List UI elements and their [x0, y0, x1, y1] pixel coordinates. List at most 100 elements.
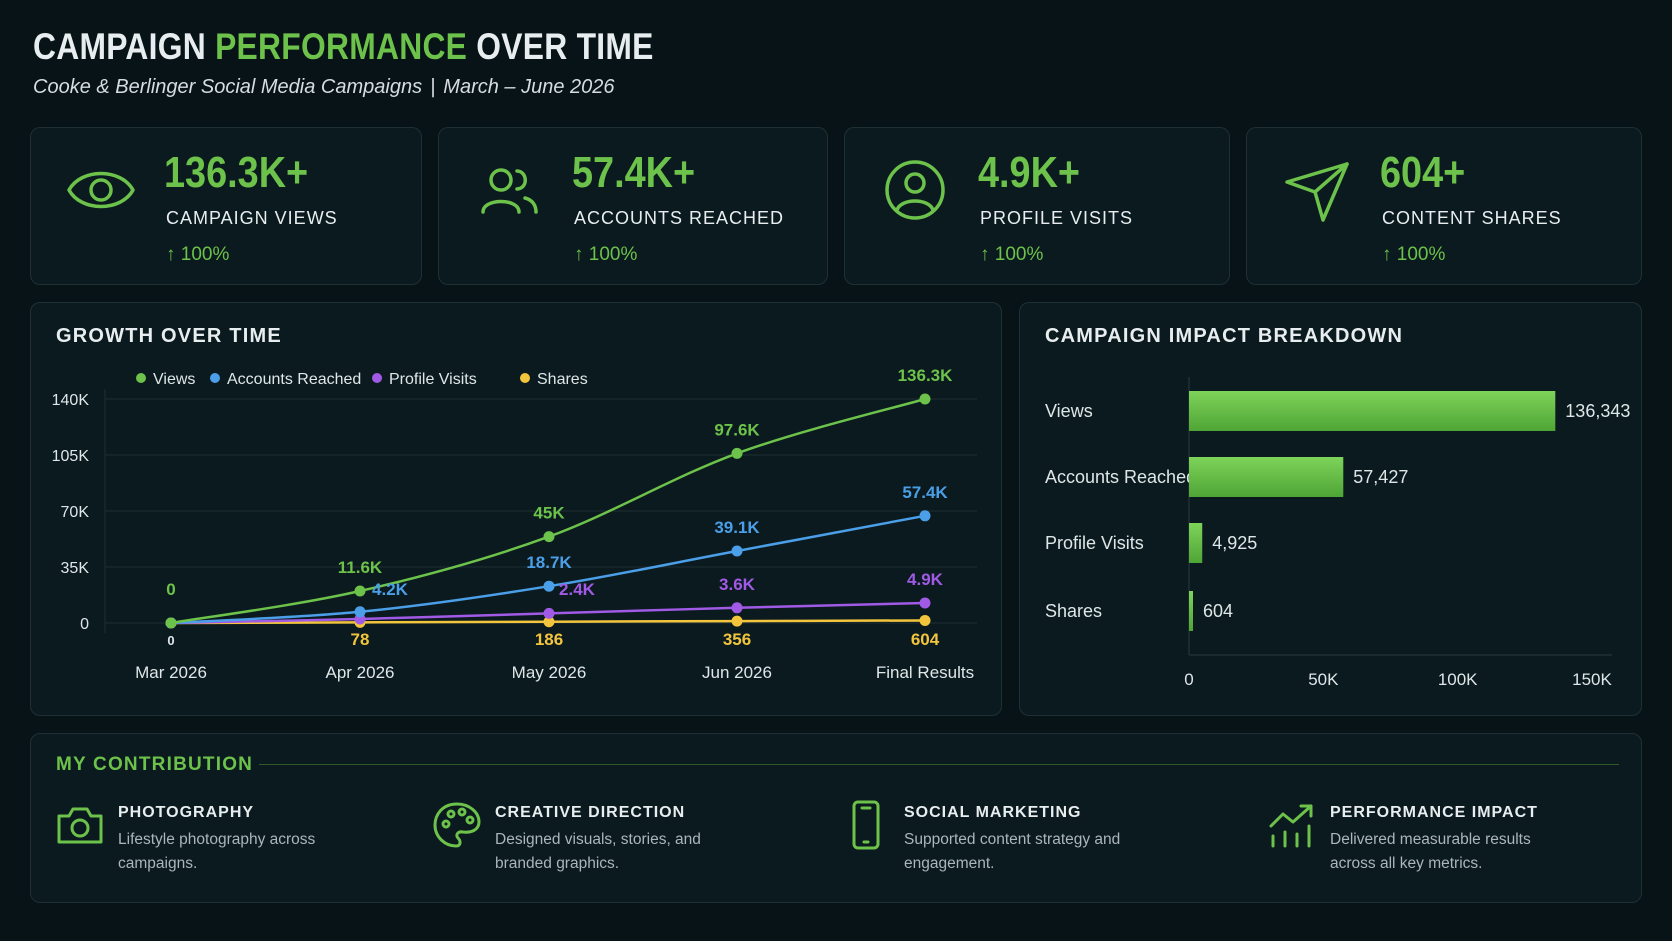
data-point — [543, 531, 555, 543]
data-point — [543, 580, 555, 592]
data-label: 2.4K — [559, 580, 596, 599]
data-label: 4.9K — [907, 570, 944, 589]
contribution-item-title: PHOTOGRAPHY — [118, 804, 255, 821]
x-tick-label: Mar 2026 — [135, 663, 207, 682]
contribution-divider — [259, 764, 1619, 765]
impact-bar-chart: Views 136,343 Accounts Reached 57,427 Profil… — [1045, 377, 1630, 689]
kpi-change: ↑ 100% — [574, 244, 638, 265]
bar — [1189, 523, 1203, 563]
x-tick-label: 150K — [1572, 670, 1612, 689]
chart-growth-icon — [1267, 800, 1317, 850]
category-label: Accounts Reached — [1045, 467, 1196, 487]
y-tick-label: 35K — [61, 560, 90, 577]
data-point — [919, 597, 931, 609]
title-highlight: PERFORMANCE — [215, 26, 468, 67]
data-point — [919, 393, 931, 405]
data-label: 78 — [351, 630, 370, 649]
bar-value-label: 4,925 — [1212, 533, 1257, 553]
bar-value-label: 136,343 — [1565, 401, 1630, 421]
data-label: 97.6K — [714, 420, 760, 439]
contribution-item-desc: Delivered measurable results across all … — [1330, 831, 1531, 872]
impact-chart-panel: CAMPAIGN IMPACT BREAKDOWN Views 136,343 Ac… — [1019, 302, 1642, 716]
data-label: 136.3K — [898, 366, 954, 385]
kpi-card-views: 136.3K+ CAMPAIGN VIEWS ↑ 100% — [30, 127, 422, 285]
y-tick-label: 0 — [80, 616, 89, 633]
legend-marker — [520, 373, 530, 383]
x-tick-label: 100K — [1438, 670, 1478, 689]
data-point — [354, 606, 366, 618]
legend-item: Profile Visits — [372, 371, 477, 388]
x-tick-label: Jun 2026 — [702, 663, 772, 682]
legend-label: Profile Visits — [389, 371, 477, 388]
category-label: Views — [1045, 401, 1093, 421]
contribution-panel: MY CONTRIBUTION PHOTOGRAPHY Lifestyle ph… — [30, 733, 1642, 903]
legend-marker — [136, 373, 146, 383]
legend-item: Views — [136, 371, 195, 388]
data-point — [731, 545, 743, 557]
kpi-label: ACCOUNTS REACHED — [574, 208, 785, 228]
data-label: 604 — [911, 630, 940, 649]
x-tick-label: 50K — [1308, 670, 1339, 689]
impact-chart-title: CAMPAIGN IMPACT BREAKDOWN — [1045, 325, 1404, 347]
smartphone-icon — [841, 800, 891, 850]
data-label: 0 — [166, 580, 175, 599]
camera-icon — [55, 800, 105, 850]
data-label: 3.6K — [719, 575, 756, 594]
data-label: 356 — [723, 630, 751, 649]
data-point — [731, 615, 743, 627]
data-label: 4.2K — [372, 580, 409, 599]
subtitle-period: March – June 2026 — [443, 76, 615, 98]
contribution-item-desc: Supported content strategy and engagemen… — [904, 831, 1121, 872]
data-label: 0 — [167, 633, 174, 648]
kpi-label: CONTENT SHARES — [1382, 208, 1562, 228]
growth-chart-panel: GROWTH OVER TIME Views Accounts Reached Pr… — [30, 302, 1002, 716]
page-header: CAMPAIGN PERFORMANCE OVER TIME Cooke & B… — [33, 26, 755, 99]
data-point — [354, 585, 366, 597]
data-point — [919, 510, 931, 522]
data-label: 45K — [533, 504, 565, 523]
title-part-2: OVER TIME — [476, 26, 654, 67]
kpi-value: 136.3K+ — [164, 148, 309, 197]
kpi-card-accounts: 57.4K+ ACCOUNTS REACHED ↑ 100% — [438, 127, 828, 285]
subtitle-separator: | — [430, 76, 436, 98]
data-label: 39.1K — [714, 518, 760, 537]
growth-chart-title: GROWTH OVER TIME — [56, 325, 282, 347]
data-label: 186 — [535, 630, 563, 649]
kpi-value: 4.9K+ — [978, 148, 1081, 197]
legend-label: Views — [153, 371, 195, 388]
contribution-item-title: SOCIAL MARKETING — [904, 804, 1082, 821]
legend-marker — [372, 373, 382, 383]
x-tick-label: Final Results — [876, 663, 974, 682]
data-point — [731, 447, 743, 459]
data-point — [165, 617, 177, 629]
data-point — [919, 614, 931, 626]
data-point — [543, 616, 555, 628]
users-icon — [473, 154, 545, 226]
eye-icon — [65, 154, 137, 226]
bar — [1189, 457, 1344, 497]
bar-value-label: 57,427 — [1353, 467, 1408, 487]
subtitle-client: Cooke & Berlinger Social Media Campaigns — [33, 76, 423, 98]
kpi-value: 57.4K+ — [572, 148, 696, 197]
legend-label: Shares — [537, 371, 588, 388]
legend-marker — [210, 373, 220, 383]
kpi-card-shares: 604+ CONTENT SHARES ↑ 100% — [1246, 127, 1642, 285]
legend-label: Accounts Reached — [227, 371, 361, 388]
legend-item: Shares — [520, 371, 588, 388]
page-subtitle: Cooke & Berlinger Social Media Campaigns… — [33, 76, 755, 99]
bar-value-label: 604 — [1203, 601, 1233, 621]
user-circle-icon — [879, 154, 951, 226]
y-tick-label: 105K — [52, 448, 90, 465]
kpi-value: 604+ — [1380, 148, 1466, 197]
bar — [1189, 591, 1193, 631]
data-point — [543, 607, 555, 619]
contribution-item-desc: Lifestyle photography across campaigns. — [118, 831, 316, 872]
data-point — [731, 602, 743, 614]
palette-icon — [432, 800, 482, 850]
x-tick-label: Apr 2026 — [326, 663, 395, 682]
kpi-change: ↑ 100% — [1382, 244, 1446, 265]
x-tick-label: 0 — [1184, 670, 1193, 689]
contribution-item-title: CREATIVE DIRECTION — [495, 804, 686, 821]
page-title: CAMPAIGN PERFORMANCE OVER TIME — [33, 26, 654, 68]
kpi-label: CAMPAIGN VIEWS — [166, 208, 338, 228]
